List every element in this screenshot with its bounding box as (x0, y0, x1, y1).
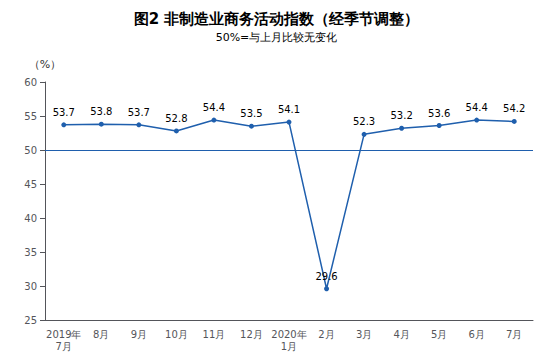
svg-text:（%）: （%） (29, 58, 61, 71)
svg-text:54.4: 54.4 (203, 102, 225, 113)
svg-text:54.2: 54.2 (503, 103, 525, 114)
svg-text:50%=与上月比较无变化: 50%=与上月比较无变化 (216, 31, 338, 44)
svg-text:53.6: 53.6 (428, 108, 450, 119)
svg-text:52.3: 52.3 (353, 116, 375, 127)
svg-text:55: 55 (24, 111, 37, 122)
svg-text:53.7: 53.7 (128, 107, 150, 118)
svg-text:7月: 7月 (56, 341, 72, 352)
svg-text:7月: 7月 (506, 329, 522, 340)
svg-text:60: 60 (24, 77, 37, 88)
svg-text:4月: 4月 (393, 329, 409, 340)
svg-text:2019年: 2019年 (46, 329, 81, 340)
svg-text:53.5: 53.5 (240, 108, 262, 119)
svg-text:2月: 2月 (318, 329, 334, 340)
svg-text:53.7: 53.7 (53, 107, 75, 118)
svg-text:11月: 11月 (203, 329, 226, 340)
svg-text:12月: 12月 (240, 329, 263, 340)
svg-text:1月: 1月 (281, 341, 297, 352)
svg-text:图2 非制造业商务活动指数（经季节调整）: 图2 非制造业商务活动指数（经季节调整） (134, 10, 420, 28)
svg-text:8月: 8月 (93, 329, 109, 340)
svg-text:54.1: 54.1 (278, 104, 300, 115)
svg-text:2020年: 2020年 (271, 329, 306, 340)
svg-text:30: 30 (24, 281, 37, 292)
svg-text:6月: 6月 (469, 329, 485, 340)
svg-text:25: 25 (24, 315, 37, 326)
svg-text:3月: 3月 (356, 329, 372, 340)
svg-text:52.8: 52.8 (165, 113, 187, 124)
svg-text:29.6: 29.6 (315, 271, 337, 282)
svg-text:10月: 10月 (165, 329, 188, 340)
svg-text:5月: 5月 (431, 329, 447, 340)
svg-text:40: 40 (24, 213, 37, 224)
svg-text:9月: 9月 (131, 329, 147, 340)
svg-text:54.4: 54.4 (466, 102, 488, 113)
svg-text:35: 35 (24, 247, 37, 258)
svg-text:45: 45 (24, 179, 37, 190)
svg-text:53.2: 53.2 (390, 110, 412, 121)
svg-text:53.8: 53.8 (90, 106, 112, 117)
svg-text:50: 50 (24, 145, 37, 156)
